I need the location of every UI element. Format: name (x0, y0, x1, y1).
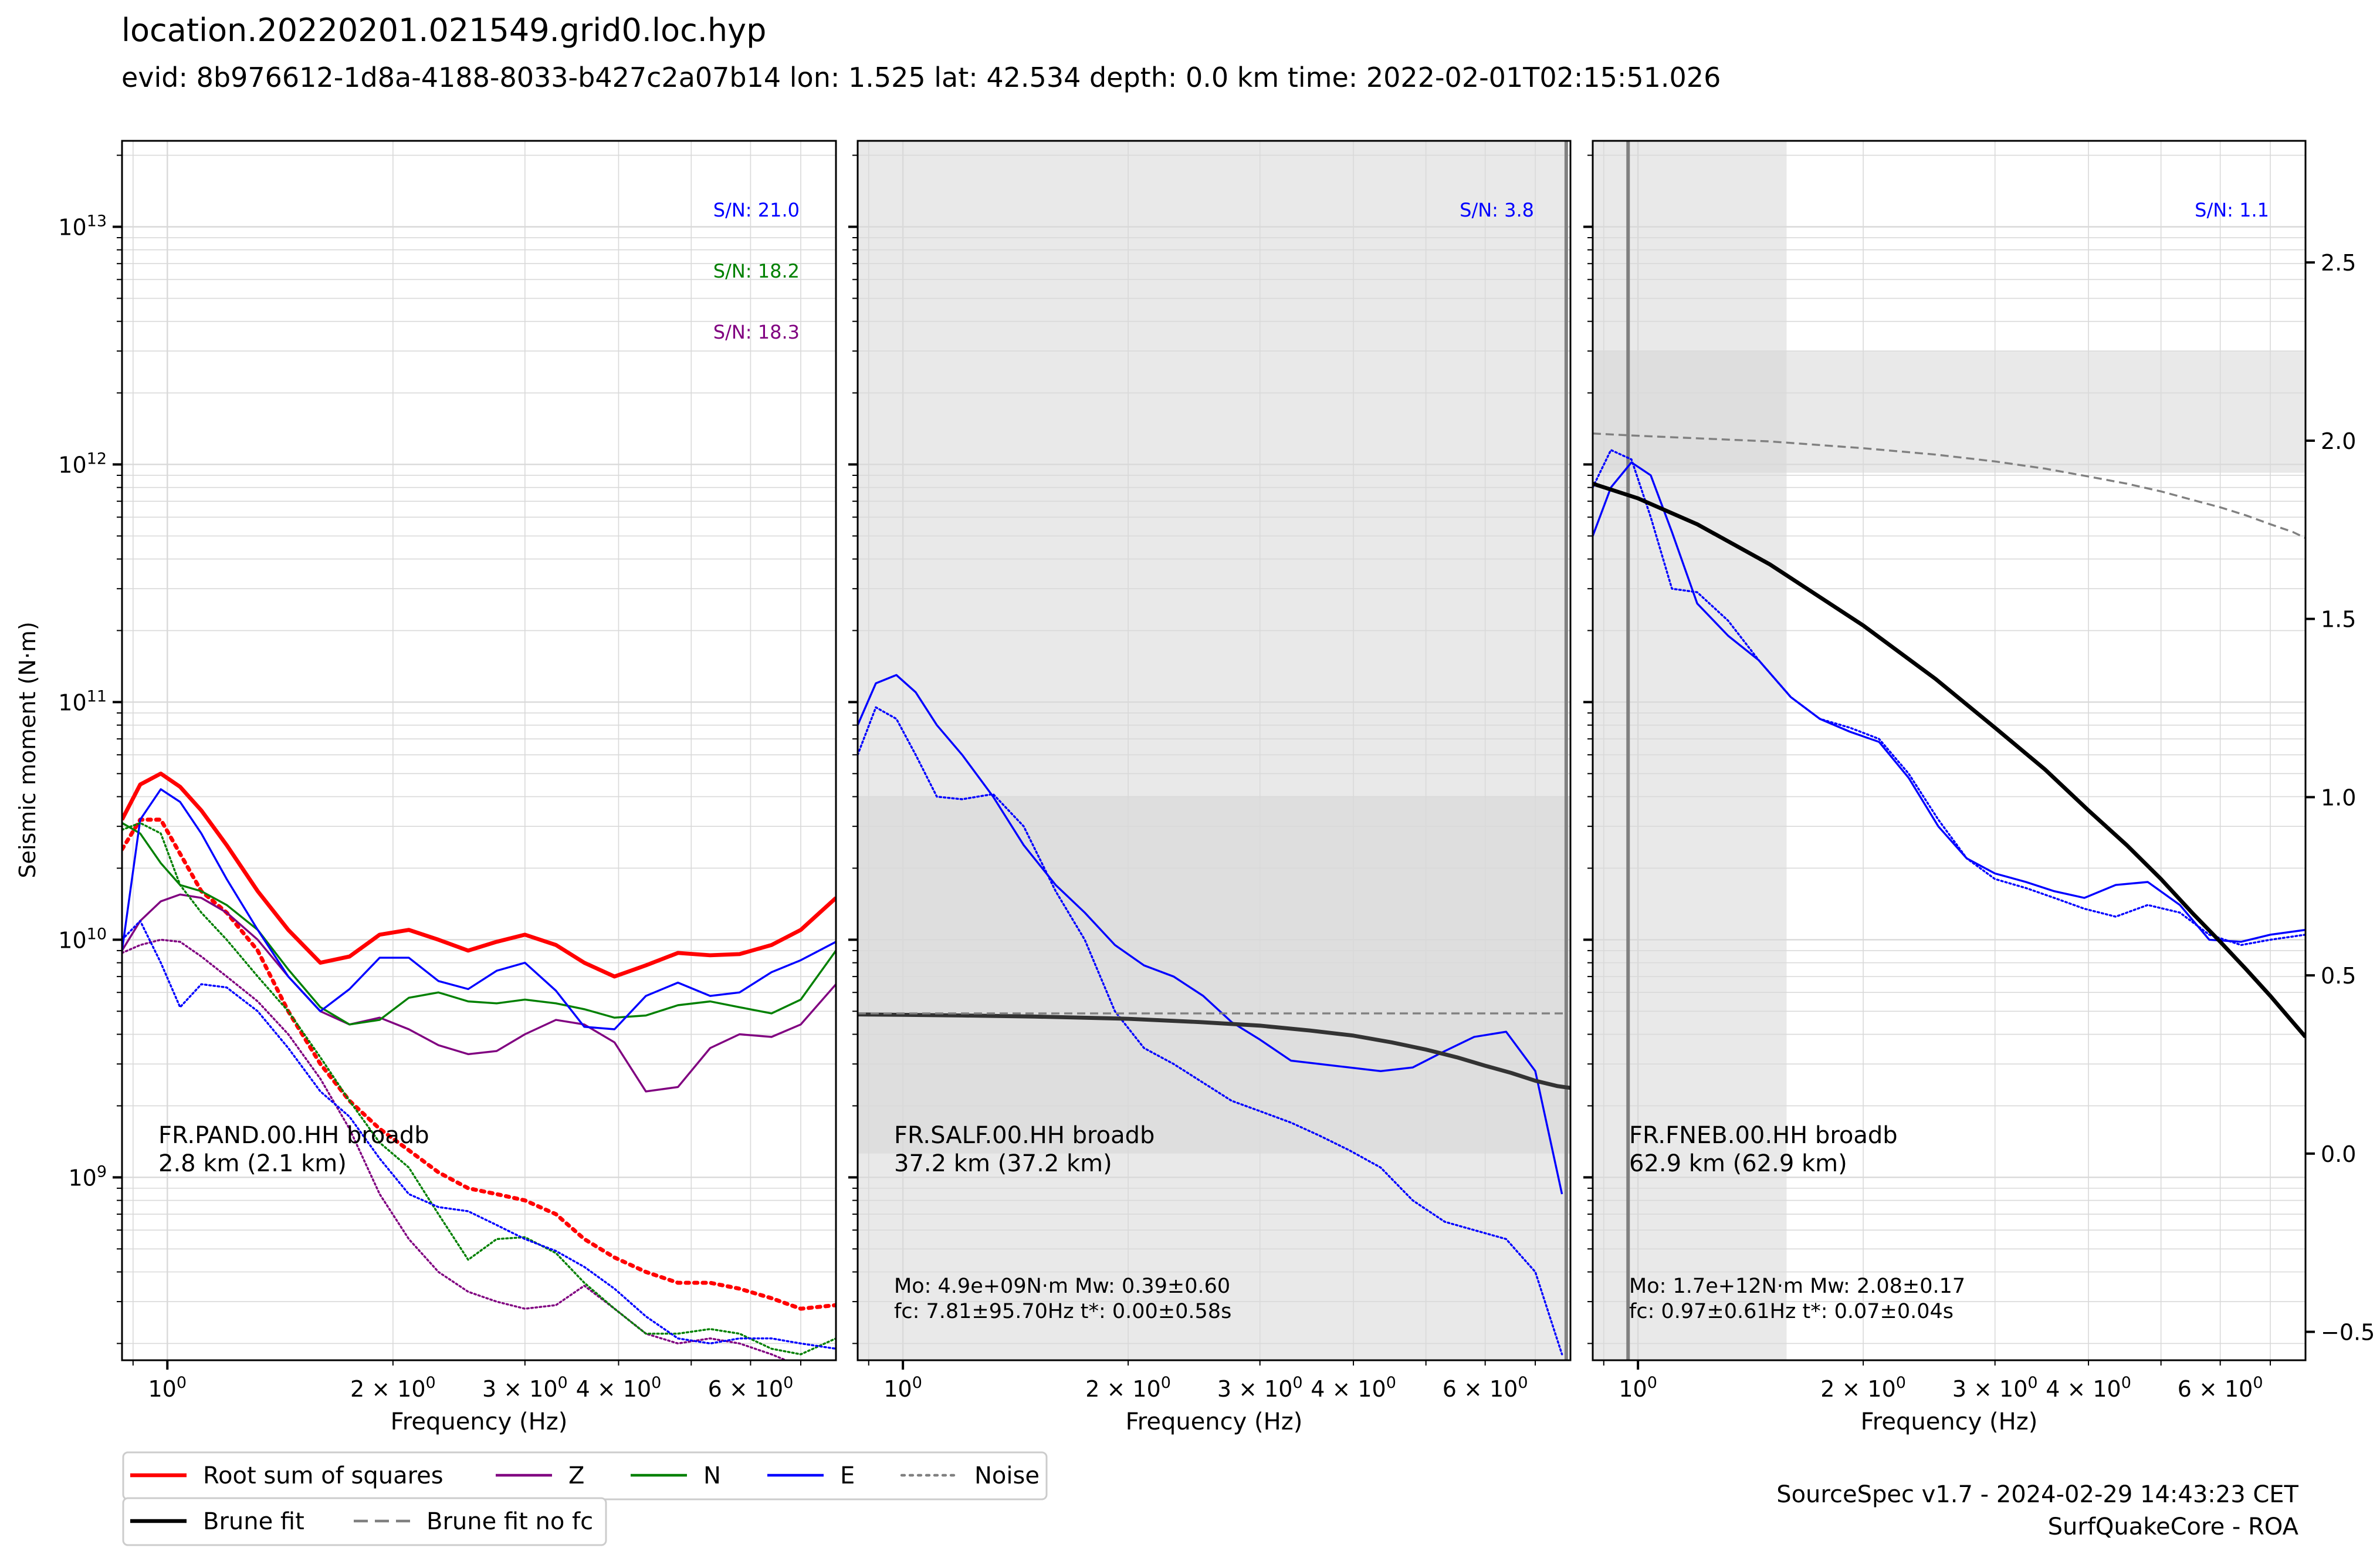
mw-range-shade (1593, 352, 2305, 473)
mw-tick-label: 2.0 (2321, 428, 2356, 454)
series-n-dotted (122, 822, 836, 1356)
sn-label: S/N: 21.0 (713, 199, 800, 221)
mw-range-shade (858, 797, 1570, 1154)
legend: Root sum of squares Z N E Noise Brune fit Brun… (122, 1451, 1048, 1546)
y-tick-label: 1011 (58, 687, 107, 716)
params-mo-mw: Mo: 1.7e+12N·m Mw: 2.08±0.17 (1629, 1275, 1965, 1298)
series-z-dotted (122, 938, 788, 1360)
sn-label: S/N: 18.3 (713, 321, 800, 343)
series-e-dotted (122, 920, 836, 1350)
freq-range-shade (858, 141, 1566, 1360)
series-rss-solid (122, 771, 836, 979)
station-label: FR.FNEB.00.HH broadb (1629, 1122, 1898, 1149)
figure-title: location.20220201.021549.grid0.loc.hyp (121, 12, 766, 49)
series-brune_nofc-dashed (1593, 432, 2305, 539)
x-tick-label: 100 (883, 1374, 922, 1402)
params-fc-tstar: fc: 7.81±95.70Hz t*: 0.00±0.58s (894, 1300, 1231, 1323)
mw-tick-label: 0.5 (2321, 963, 2356, 989)
x-tick-label: 6 × 100 (2178, 1374, 2263, 1402)
y-axis-label: Seismic moment (N·m) (15, 621, 40, 878)
legend-label: Brune fit no fc (426, 1508, 593, 1535)
distance-label: 2.8 km (2.1 km) (158, 1150, 347, 1177)
series-e-dotted (1593, 449, 2305, 947)
station-label: FR.SALF.00.HH broadb (894, 1122, 1155, 1149)
axes-frame (121, 140, 837, 1361)
x-tick-label: 6 × 100 (1443, 1374, 1528, 1402)
x-tick-label: 100 (148, 1374, 187, 1402)
series-rss-dotted (122, 817, 836, 1311)
mw-tick-label: 1.5 (2321, 607, 2356, 633)
sn-label: S/N: 1.1 (2195, 199, 2269, 221)
footer-version: SourceSpec v1.7 - 2024-02-29 14:43:23 CE… (1776, 1481, 2298, 1508)
x-tick-label: 4 × 100 (576, 1374, 662, 1402)
x-axis-label: Frequency (Hz) (1861, 1408, 2038, 1435)
x-tick-label: 4 × 100 (1311, 1374, 1396, 1402)
x-axis-label: Frequency (Hz) (391, 1408, 568, 1435)
x-tick-label: 3 × 100 (1952, 1374, 2038, 1402)
x-tick-label: 100 (1619, 1374, 1657, 1402)
sn-label: S/N: 18.2 (713, 260, 800, 282)
x-tick-label: 4 × 100 (2046, 1374, 2131, 1402)
series-e-solid (122, 788, 836, 1030)
mw-tick-label: 0.0 (2321, 1141, 2356, 1167)
x-tick-label: 6 × 100 (708, 1374, 794, 1402)
plot-area (1593, 141, 2305, 1360)
figure-subtitle: evid: 8b976612-1d8a-4188-8033-b427c2a07b… (121, 62, 1721, 93)
plot-area (122, 141, 836, 1360)
plot-area (858, 141, 1570, 1360)
mw-tick-label: 2.5 (2321, 250, 2356, 276)
series-n-solid (122, 822, 836, 1026)
legend-label: Brune fit (203, 1508, 304, 1535)
panel-pand: 109 1010 1011 1012 1013 100 2 × 100 3 × 100 4 × … (58, 140, 837, 1435)
panel-salf: 100 2 × 100 3 × 100 4 × 100 6 × 100 Frequency… (848, 140, 1572, 1435)
mw-tick-label: −0.5 (2321, 1320, 2375, 1346)
x-tick-label: 2 × 100 (1820, 1374, 1906, 1402)
axes-frame (1592, 140, 2307, 1361)
series-z-solid (122, 893, 836, 1093)
footer-source: SurfQuakeCore - ROA (2048, 1513, 2299, 1540)
x-tick-label: 3 × 100 (482, 1374, 568, 1402)
y-tick-label: 1010 (58, 925, 107, 954)
distance-label: 37.2 km (37.2 km) (894, 1150, 1112, 1177)
series-brune-solid (1593, 481, 2305, 1039)
series-e-dotted (858, 706, 1563, 1356)
sn-label: S/N: 3.8 (1460, 199, 1534, 221)
params-mo-mw: Mo: 4.9e+09N·m Mw: 0.39±0.60 (894, 1275, 1230, 1298)
axes-frame (856, 140, 1572, 1361)
legend-label: Root sum of squares (203, 1462, 444, 1489)
mw-tick-label: 1.0 (2321, 785, 2356, 810)
y-tick-label: 1012 (58, 450, 107, 478)
legend-label: N (703, 1462, 721, 1489)
x-axis-label: Frequency (Hz) (1126, 1408, 1303, 1435)
distance-label: 62.9 km (62.9 km) (1629, 1150, 1847, 1177)
params-fc-tstar: fc: 0.97±0.61Hz t*: 0.07±0.04s (1629, 1300, 1954, 1323)
legend-label: Z (568, 1462, 584, 1489)
freq-range-shade (1593, 141, 1787, 1360)
y-tick-label: 109 (68, 1162, 107, 1191)
series-brune-solid (858, 1012, 1570, 1090)
station-label: FR.PAND.00.HH broadb (158, 1122, 429, 1149)
panel-fneb: 100 2 × 100 3 × 100 4 × 100 6 × 100 Frequency… (1583, 140, 2375, 1435)
series-e-solid (1593, 461, 2305, 943)
x-tick-label: 2 × 100 (350, 1374, 436, 1402)
x-tick-label: 3 × 100 (1217, 1374, 1303, 1402)
x-tick-label: 2 × 100 (1085, 1374, 1171, 1402)
y-tick-label: 1013 (58, 212, 107, 241)
legend-label: E (840, 1462, 855, 1489)
legend-label: Noise (974, 1462, 1040, 1489)
